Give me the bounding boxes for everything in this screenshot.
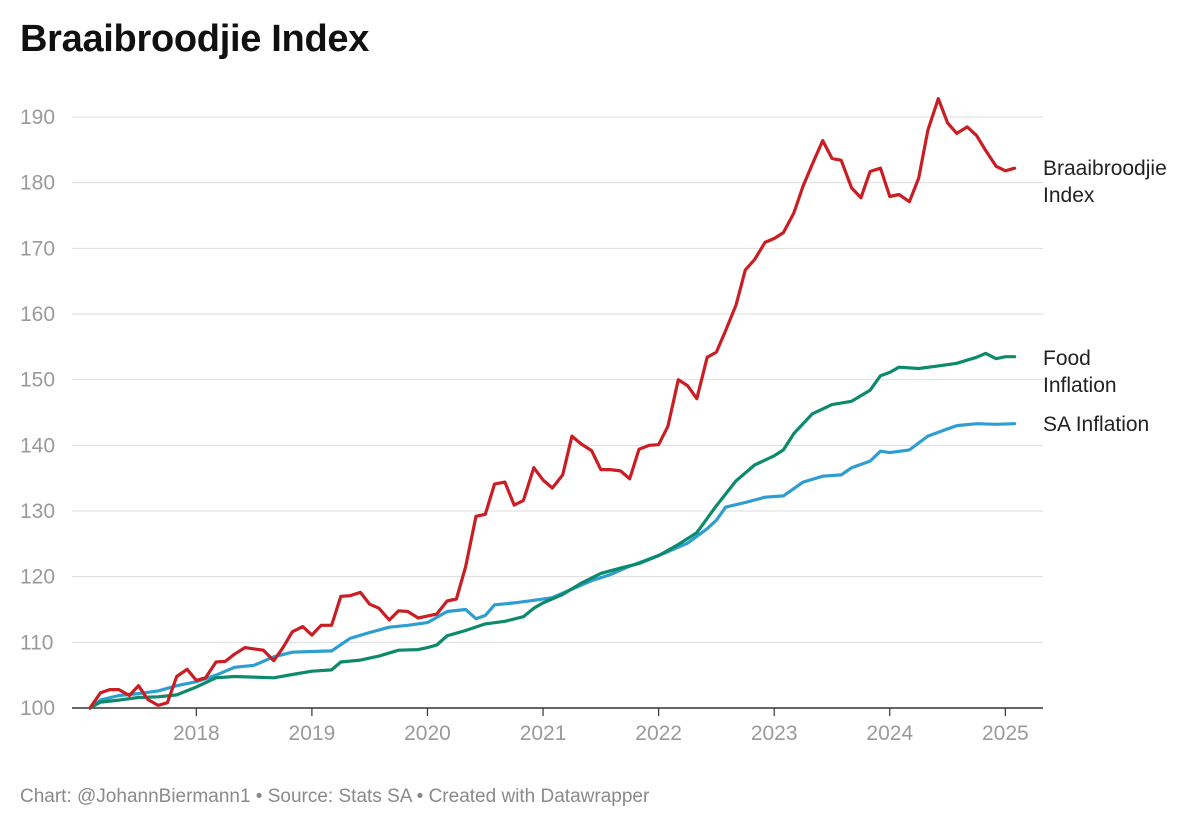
x-tick-label: 2019 <box>289 722 336 745</box>
gridlines <box>72 116 1043 709</box>
y-axis: 100 110 120 130 140 150 160 170 180 190 <box>20 106 55 720</box>
y-tick-label: 140 <box>20 434 55 457</box>
x-tick-label: 2021 <box>520 722 567 745</box>
series-label: SA Inflation <box>1043 413 1149 436</box>
y-tick-label: 170 <box>20 237 55 260</box>
series-line-food-inflation <box>88 351 1017 710</box>
x-tick-label: 2018 <box>173 722 220 745</box>
x-tick-label: 2020 <box>404 722 451 745</box>
y-tick-label: 130 <box>20 500 55 523</box>
y-tick-label: 120 <box>20 566 55 589</box>
x-tick-label: 2023 <box>751 722 798 745</box>
series-label: Braaibroodjie Index <box>1043 157 1167 207</box>
series-labels: Braaibroodjie Index Food Inflation SA Inflat… <box>1043 157 1167 436</box>
chart-title: Braaibroodjie Index <box>20 18 370 60</box>
series-label: Food Inflation <box>1043 347 1117 397</box>
series-line-sa-inflation <box>88 422 1017 710</box>
x-tick-label: 2022 <box>635 722 682 745</box>
y-tick-label: 100 <box>20 697 55 720</box>
y-tick-label: 180 <box>20 172 55 195</box>
x-tick-label: 2024 <box>866 722 913 745</box>
y-tick-label: 190 <box>20 106 55 129</box>
x-axis: 2018 2019 2020 2021 2022 2023 2024 2025 <box>173 708 1029 745</box>
y-tick-label: 110 <box>20 631 53 654</box>
series-lines <box>88 97 1017 710</box>
chart-footer: Chart: @JohannBiermann1 • Source: Stats … <box>20 786 650 807</box>
series-line-braaibroodjie-index <box>88 97 1017 710</box>
y-tick-label: 150 <box>20 369 55 392</box>
x-tick-label: 2025 <box>982 722 1029 745</box>
y-tick-label: 160 <box>20 303 55 326</box>
